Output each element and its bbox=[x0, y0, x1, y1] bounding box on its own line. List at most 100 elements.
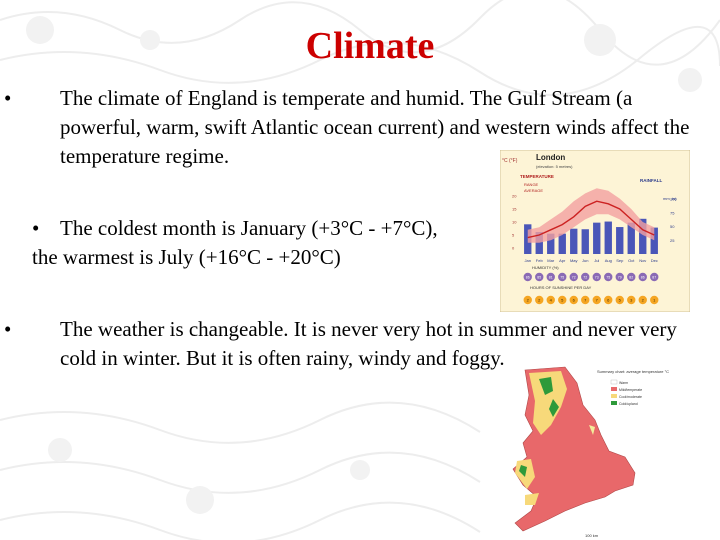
humidity-value: 75 bbox=[606, 276, 610, 280]
month-label: Aug bbox=[605, 258, 612, 263]
rainfall-tick: 50 bbox=[670, 224, 675, 229]
rainfall-bar bbox=[650, 227, 658, 254]
humidity-drop bbox=[569, 272, 578, 282]
month-label: Jul bbox=[594, 258, 599, 263]
temperature-label: TEMPERATURE bbox=[520, 174, 554, 179]
average-label: AVERAGE bbox=[524, 188, 543, 193]
temperature-tick: 5 bbox=[512, 233, 515, 238]
sunshine-value: 2 bbox=[538, 298, 541, 303]
humidity-value: 87 bbox=[652, 276, 656, 280]
humidity-drop bbox=[615, 272, 624, 282]
rainfall-label: RAINFALL bbox=[640, 178, 662, 183]
rainfall-bar bbox=[535, 232, 543, 254]
sunshine-value: 7 bbox=[596, 298, 599, 303]
sun-icon bbox=[569, 295, 578, 305]
average-temperature-line bbox=[527, 200, 655, 239]
sunshine-value: 2 bbox=[642, 298, 645, 303]
humidity-value: 75 bbox=[560, 276, 564, 280]
chart-elevation: (elevation: 5 metres) bbox=[536, 164, 573, 169]
svg-text:Cold/upland: Cold/upland bbox=[619, 402, 638, 406]
rainfall-tick: 75 bbox=[670, 210, 675, 215]
humidity-drop bbox=[627, 272, 636, 282]
bullet-dot: • bbox=[32, 216, 40, 240]
rainfall-bar bbox=[639, 218, 647, 254]
sun-icon bbox=[627, 295, 636, 305]
month-label: Jun bbox=[582, 258, 588, 263]
england-climate-map: Summary chart: average temperature °C Wa… bbox=[505, 365, 677, 540]
chart-city: London bbox=[536, 153, 565, 162]
humidity-value: 81 bbox=[549, 276, 553, 280]
sun-icon bbox=[592, 295, 601, 305]
rainfall-bar bbox=[558, 233, 566, 254]
month-label: Dec bbox=[651, 258, 658, 263]
sun-icon bbox=[650, 295, 659, 305]
month-label: Apr bbox=[559, 258, 566, 263]
temperature-tick: 10 bbox=[512, 220, 517, 225]
sun-icon bbox=[638, 295, 647, 305]
slide-title: Climate bbox=[305, 25, 435, 67]
bullet-text-1: The climate of England is temperate and … bbox=[60, 86, 690, 168]
humidity-drop bbox=[546, 272, 555, 282]
humidity-drop bbox=[650, 272, 659, 282]
bullet-dot: • bbox=[4, 86, 12, 110]
humidity-drop bbox=[535, 272, 544, 282]
humidity-drop bbox=[558, 272, 567, 282]
sunshine-value: 5 bbox=[619, 298, 622, 303]
sunshine-value: 6 bbox=[573, 298, 576, 303]
sun-icon bbox=[581, 295, 590, 305]
humidity-value: 73 bbox=[595, 276, 599, 280]
right-axis-unit: mm, in) bbox=[663, 196, 677, 201]
sunshine-value: 2 bbox=[527, 298, 530, 303]
humidity-drop bbox=[581, 272, 590, 282]
rainfall-tick: 25 bbox=[670, 238, 675, 243]
humidity-value: 82 bbox=[629, 276, 633, 280]
bullet-temperatures: • The coldest month is January (+3°C - +7… bbox=[32, 214, 502, 272]
svg-text:Mild/temperate: Mild/temperate bbox=[619, 388, 642, 392]
rainfall-bar bbox=[616, 227, 624, 254]
rainfall-bar bbox=[604, 221, 612, 254]
london-climate-chart: London (elevation: 5 metres) °C (°F) mm,… bbox=[500, 150, 690, 312]
humidity-drop bbox=[638, 272, 647, 282]
month-label: Jan bbox=[525, 258, 531, 263]
humidity-value: 86 bbox=[526, 276, 530, 280]
month-label: Feb bbox=[536, 258, 544, 263]
map-legend: Summary chart: average temperature °C Wa… bbox=[597, 369, 669, 406]
bullet-climate: • The climate of England is temperate and… bbox=[4, 84, 700, 171]
sunshine-value: 5 bbox=[561, 298, 564, 303]
humidity-label: HUMIDITY (%) bbox=[532, 265, 559, 270]
month-label: May bbox=[570, 258, 578, 263]
month-label: Oct bbox=[628, 258, 635, 263]
bullet-dot: • bbox=[4, 317, 12, 341]
month-label: Mar bbox=[547, 258, 555, 263]
humidity-value: 79 bbox=[618, 276, 622, 280]
sun-icon bbox=[546, 295, 555, 305]
england-wales-landmass bbox=[512, 366, 636, 532]
bullet-text-4: The weather is changeable. It is never v… bbox=[60, 317, 677, 370]
svg-text:Cool/moderate: Cool/moderate bbox=[619, 395, 642, 399]
humidity-drop bbox=[592, 272, 601, 282]
sun-icon bbox=[535, 295, 544, 305]
temperature-tick: 15 bbox=[512, 207, 517, 212]
rainfall-tick: 100 bbox=[670, 197, 677, 202]
rainfall-bar bbox=[547, 233, 555, 254]
sun-icon bbox=[558, 295, 567, 305]
range-label: RANGE bbox=[524, 182, 539, 187]
month-label: Sep bbox=[616, 258, 624, 263]
sunshine-label: HOURS OF SUNSHINE PER DAY bbox=[530, 285, 592, 290]
temperature-tick: 20 bbox=[512, 194, 517, 199]
humidity-value: 72 bbox=[583, 276, 587, 280]
temperature-range-band bbox=[527, 188, 655, 243]
bullet-text-2: The coldest month is January (+3°C - +7°… bbox=[60, 216, 438, 240]
sunshine-value: 1 bbox=[653, 298, 656, 303]
sunshine-value: 4 bbox=[550, 298, 553, 303]
humidity-value: 85 bbox=[537, 276, 541, 280]
rainfall-bar bbox=[593, 222, 601, 254]
humidity-drop bbox=[604, 272, 613, 282]
svg-text:Warm: Warm bbox=[619, 381, 628, 385]
rainfall-bar bbox=[570, 228, 578, 254]
sunshine-value: 3 bbox=[630, 298, 633, 303]
sun-icon bbox=[604, 295, 613, 305]
bullet-text-3: the warmest is July (+16°C - +20°C) bbox=[32, 245, 341, 269]
month-label: Nov bbox=[639, 258, 646, 263]
